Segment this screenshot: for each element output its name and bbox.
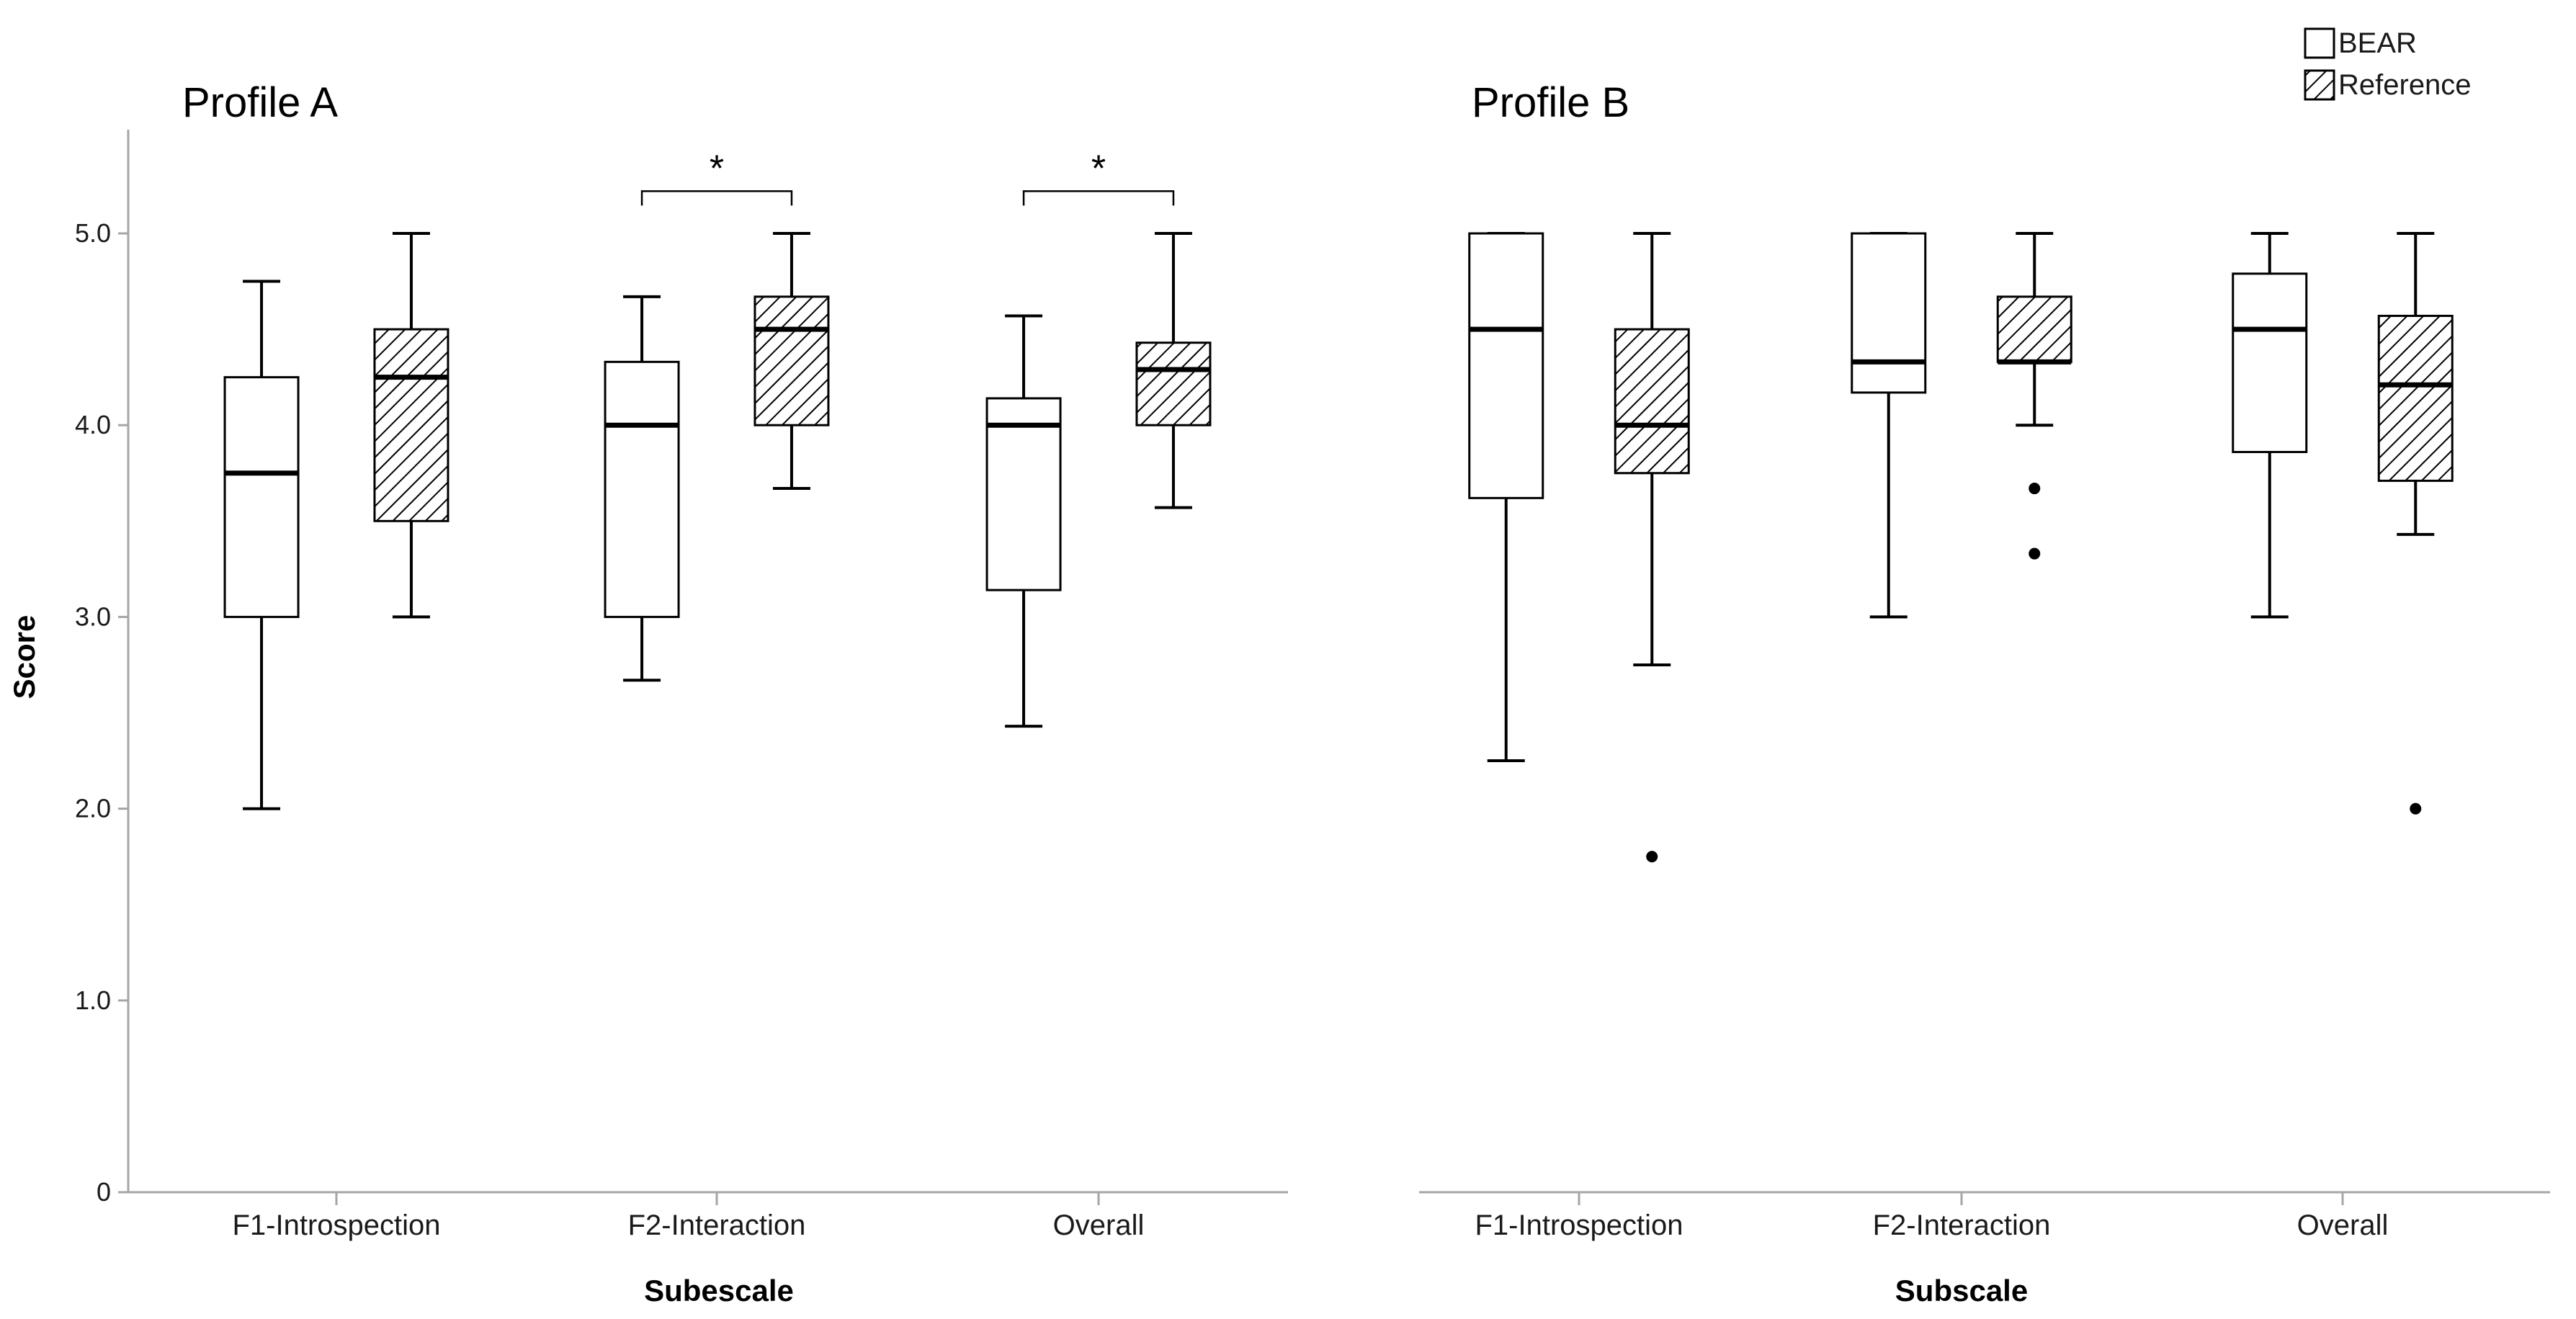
outlier-point [2029, 547, 2041, 560]
box-iqr [1996, 295, 2072, 363]
legend-swatch [2304, 69, 2335, 101]
box-iqr [604, 360, 680, 618]
box-reference-overall [1135, 232, 1212, 509]
y-axis-title: Score [7, 615, 41, 699]
box-iqr [985, 397, 1062, 591]
y-tick-label: 4.0 [75, 410, 111, 439]
box-reference-f1-introspection [1614, 232, 1690, 863]
box-iqr [1614, 328, 1690, 475]
x-axis-title: Subescale [644, 1274, 794, 1307]
significance-bracket [1022, 190, 1175, 206]
box-reference-f2-interaction [753, 232, 830, 491]
chart-panel-2: Profile B F1-Introspection F2-Interaction O… [1419, 79, 2550, 1307]
box-iqr [1135, 341, 1212, 426]
x-tick-label: F1-Introspection [232, 1210, 440, 1241]
box-iqr [1851, 232, 1927, 394]
y-tick-label: 1.0 [75, 985, 111, 1015]
significance-star: * [1091, 148, 1106, 189]
significance-marker: * [1022, 148, 1175, 206]
outlier-point [1646, 851, 1658, 863]
y-tick-label: 0 [97, 1177, 111, 1207]
box-bear-f1-introspection [223, 280, 300, 810]
x-axis-title: Subscale [1895, 1274, 2028, 1307]
box-iqr [1468, 232, 1544, 499]
box-iqr [373, 328, 450, 522]
significance-star: * [710, 148, 724, 189]
box-reference-f1-introspection [373, 232, 450, 619]
y-tick-label: 5.0 [75, 218, 111, 248]
box-bear-overall [985, 314, 1062, 728]
legend-swatch [2304, 27, 2335, 59]
legend-entry-bear: BEAR [2304, 27, 2417, 59]
box-reference-overall [2377, 232, 2454, 815]
box-bear-f1-introspection [1468, 232, 1544, 763]
x-tick-label: F2-Interaction [628, 1210, 806, 1241]
y-tick-label: 3.0 [75, 602, 111, 631]
box-iqr [223, 376, 300, 618]
panel-title: Profile B [1472, 79, 1629, 126]
x-tick-label: F1-Introspection [1475, 1210, 1683, 1241]
outlier-point [2029, 483, 2041, 495]
chart-panel-1: Profile A 0 1.0 2.0 3.0 4.0 5.0 Score F1-Introsp… [7, 79, 1288, 1307]
box-iqr [753, 295, 830, 426]
legend-entry-reference: Reference [2304, 69, 2472, 101]
legend: BEAR Reference [2304, 27, 2472, 101]
significance-marker: * [640, 148, 793, 206]
x-tick-label: F2-Interaction [1873, 1210, 2051, 1241]
box-iqr [2377, 314, 2454, 482]
x-tick-label: Overall [1053, 1210, 1145, 1241]
outlier-point [2410, 802, 2422, 815]
box-bear-f2-interaction [604, 295, 680, 682]
significance-bracket [640, 190, 793, 206]
y-tick-label: 2.0 [75, 794, 111, 823]
panel-title: Profile A [182, 79, 338, 126]
box-bear-f2-interaction [1851, 232, 1927, 619]
legend-label: Reference [2338, 69, 2472, 101]
legend-label: BEAR [2338, 27, 2417, 59]
box-bear-overall [2232, 232, 2308, 619]
x-tick-label: Overall [2297, 1210, 2389, 1241]
box-iqr [2232, 272, 2308, 453]
box-reference-f2-interaction [1996, 232, 2072, 560]
